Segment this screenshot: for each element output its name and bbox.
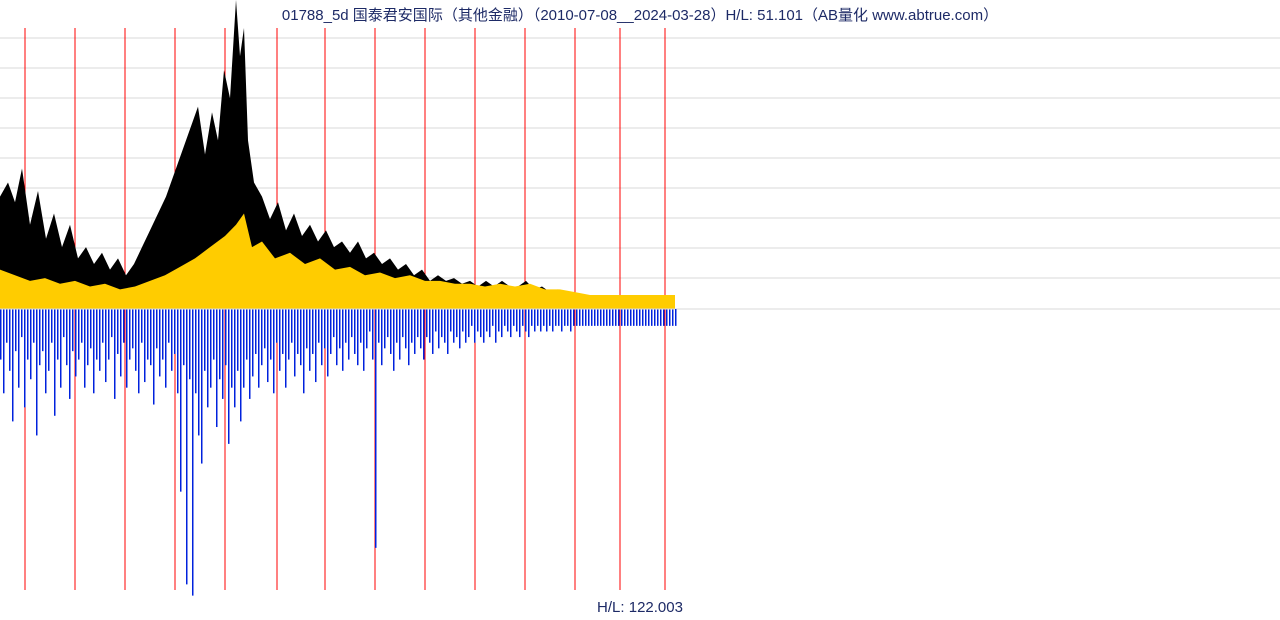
price-volume-chart [0, 0, 1280, 620]
chart-footer: H/L: 122.003 [0, 599, 1280, 616]
